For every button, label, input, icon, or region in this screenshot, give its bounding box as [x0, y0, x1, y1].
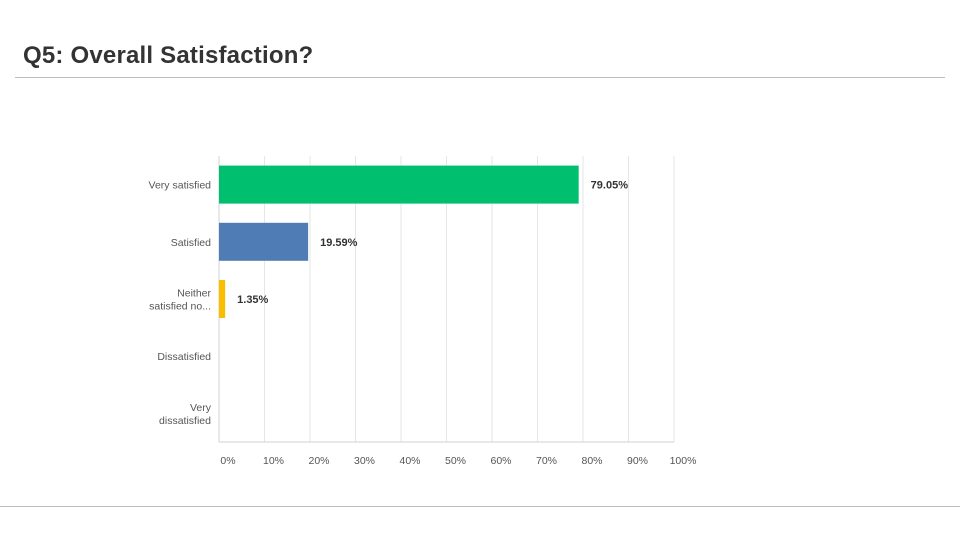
- bar: [219, 165, 579, 204]
- category-label: Satisfied: [171, 237, 211, 249]
- x-tick-label: 40%: [399, 455, 420, 467]
- x-tick-label: 0%: [220, 455, 235, 467]
- x-tick-label: 30%: [354, 455, 375, 467]
- data-label: 79.05%: [591, 180, 629, 192]
- title-divider: [15, 77, 945, 78]
- bar: [219, 222, 309, 261]
- x-tick-label: 60%: [490, 455, 511, 467]
- x-tick-label: 10%: [263, 455, 284, 467]
- x-tick-label: 70%: [536, 455, 557, 467]
- x-tick-label: 80%: [581, 455, 602, 467]
- category-label: Dissatisfied: [157, 351, 211, 363]
- x-tick-label: 90%: [627, 455, 648, 467]
- x-tick-label: 50%: [445, 455, 466, 467]
- x-tick-label: 100%: [670, 455, 697, 467]
- x-tick-label: 20%: [308, 455, 329, 467]
- data-label: 19.59%: [320, 237, 358, 249]
- category-label: Neither satisfied no...: [149, 288, 211, 313]
- slide-title: Q5: Overall Satisfaction?: [23, 42, 314, 69]
- bar: [219, 280, 226, 318]
- category-label: Very dissatisfied: [159, 402, 212, 427]
- footer-divider: [0, 506, 960, 507]
- category-label: Very satisfied: [149, 180, 212, 192]
- data-label: 1.35%: [237, 294, 268, 306]
